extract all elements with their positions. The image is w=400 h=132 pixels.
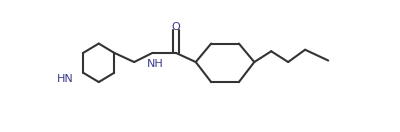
Text: HN: HN	[56, 74, 73, 84]
Text: O: O	[171, 22, 180, 32]
Text: NH: NH	[147, 59, 164, 69]
